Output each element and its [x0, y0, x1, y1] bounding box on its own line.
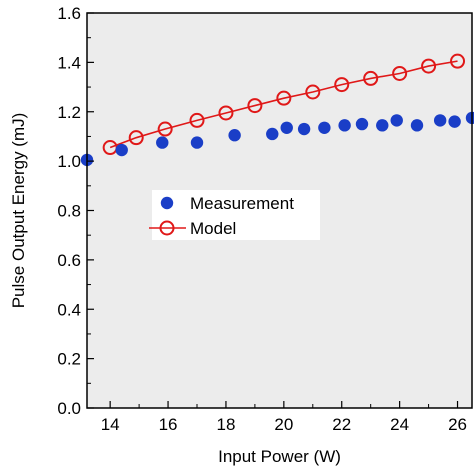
model-point: [450, 53, 466, 69]
model-point: [334, 77, 350, 93]
measurement-point: [190, 136, 204, 149]
model-point: [421, 58, 437, 74]
measurement-point: [318, 121, 331, 134]
measurement-point: [280, 121, 293, 134]
model-point: [157, 121, 173, 137]
x-tick-label: 14: [101, 415, 120, 434]
measurement-point: [338, 119, 351, 132]
measurement-point: [115, 143, 128, 157]
legend-background: [152, 190, 320, 240]
measurement-point: [390, 114, 403, 127]
legend-measurement-label: Measurement: [190, 194, 294, 213]
x-axis-title: Input Power (W): [218, 447, 341, 466]
model-point: [189, 112, 205, 128]
measurement-point: [410, 119, 424, 132]
ticks-layer: 14 16 18 20 22 24 26 0.0 0.2 0.4 0.6 0.8 1.0 1.2 1.4 1.…: [57, 4, 467, 434]
y-tick-label: 0.8: [57, 202, 81, 221]
measurement-point: [228, 129, 241, 142]
y-tick-label: 0.0: [57, 399, 81, 418]
model-point: [247, 98, 263, 114]
model-point: [276, 90, 292, 106]
model-point: [363, 70, 379, 86]
measurement-point: [156, 136, 169, 149]
model-point: [128, 130, 144, 146]
y-tick-label: 0.4: [57, 300, 81, 319]
x-tick-label: 26: [448, 415, 467, 434]
measurement-point: [448, 115, 461, 128]
x-tick-label: 18: [216, 415, 235, 434]
legend: Measurement Model: [149, 190, 320, 240]
model-point: [218, 105, 234, 121]
legend-measurement-marker: [160, 196, 174, 210]
legend-model-marker: [159, 220, 175, 236]
model-line: [109, 60, 458, 149]
y-tick-label: 0.6: [57, 251, 81, 270]
y-tick-label: 1.0: [57, 152, 81, 171]
measurement-point: [355, 117, 369, 131]
y-tick-label: 1.4: [57, 53, 81, 72]
model-point: [392, 65, 408, 81]
measurement-point: [266, 127, 279, 141]
y-tick-label: 1.2: [57, 103, 81, 122]
x-tick-label: 16: [159, 415, 178, 434]
y-axis-title: Pulse Output Energy (mJ): [9, 113, 28, 309]
x-tick-label: 20: [274, 415, 293, 434]
measurement-point: [376, 119, 389, 132]
measurement-point: [433, 114, 447, 127]
x-tick-label: 22: [332, 415, 351, 434]
measurement-point: [297, 122, 311, 136]
x-tick-label: 24: [390, 415, 409, 434]
y-tick-label: 1.6: [57, 4, 81, 23]
series-layer: [80, 53, 474, 167]
model-point: [305, 84, 321, 100]
y-tick-label: 0.2: [57, 350, 81, 369]
legend-model-label: Model: [190, 219, 236, 238]
